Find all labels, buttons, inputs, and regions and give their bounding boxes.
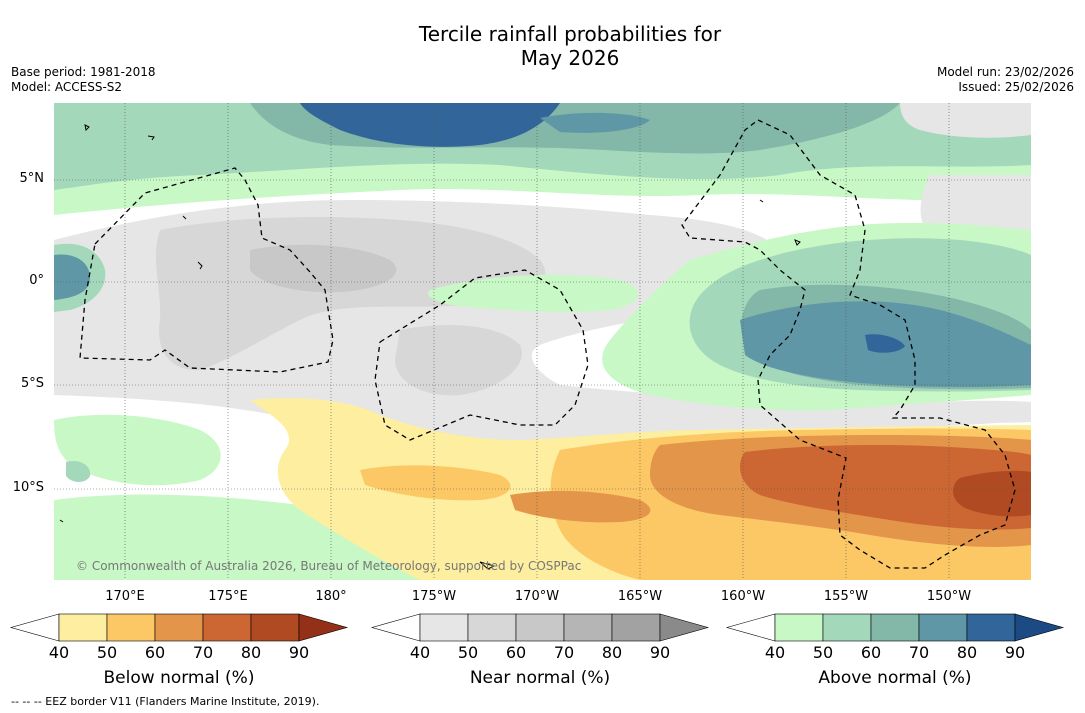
region-below-near-east: [900, 400, 1031, 423]
island-7: [59, 519, 64, 523]
base-period: Base period: 1981-2018: [11, 65, 156, 79]
colorbar-below-swatch-2: [106, 613, 156, 642]
island-3: [182, 215, 187, 220]
meta-left: Base period: 1981-2018 Model: ACCESS-S2: [11, 65, 156, 95]
lat-label-10s: 10°S: [12, 480, 44, 495]
colorbar-above-swatch-2: [822, 613, 872, 642]
colorbar-above-tick-40: 40: [764, 643, 786, 662]
eez-borders: [79, 119, 1016, 569]
region-above-70-north: [540, 112, 650, 133]
island-4: [197, 261, 203, 270]
colorbar-above-under-arrow: [725, 613, 776, 642]
colorbar-below-swatch-5: [250, 613, 300, 642]
colorbar-near-swatch-1: [419, 613, 469, 642]
lat-label-5n: 5°N: [19, 171, 45, 186]
lon-label-175e: 175°E: [208, 589, 248, 604]
region-below-70-south: [740, 444, 1031, 530]
model-run: Model run: 23/02/2026: [936, 65, 1074, 79]
region-near-50-east: [395, 325, 522, 396]
region-near-60-central: [250, 244, 397, 293]
colorbar-below-tick-80: 80: [240, 643, 262, 662]
island-outlines: [59, 124, 801, 570]
colorbar-near-tick-40: 40: [409, 643, 431, 662]
colorbar-below-tick-40: 40: [48, 643, 70, 662]
lat-label-5s: 5°S: [20, 376, 44, 391]
lon-label-175w: 175°W: [411, 589, 457, 604]
meta-right: Model run: 23/02/2026 Issued: 25/02/2026: [937, 65, 1074, 95]
lon-label-170w: 170°W: [514, 589, 560, 604]
colorbar-below-tick-90: 90: [288, 643, 310, 662]
colorbar-below-tick-50: 50: [96, 643, 118, 662]
region-below-80-south: [953, 470, 1031, 517]
region-above-southwest-3: [66, 460, 91, 482]
lon-label-165w: 165°W: [617, 589, 663, 604]
colorbar-below-tick-70: 70: [192, 643, 214, 662]
island-6: [479, 561, 496, 570]
colorbar-below-swatch-1: [58, 613, 108, 642]
colorbar-below-title: Below normal (%): [103, 668, 255, 688]
colorbar-below-over-arrow: [298, 613, 349, 642]
colorbar-near-swatch-4: [563, 613, 613, 642]
colorbar-above-tick-70: 70: [908, 643, 930, 662]
eez-legend-note: -- -- -- EEZ border V11 (Flanders Marine…: [11, 695, 320, 708]
island-8: [759, 199, 764, 203]
colorbar-near-tick-90: 90: [649, 643, 671, 662]
colorbar-above-swatch-1: [774, 613, 824, 642]
region-near-north-1: [900, 103, 1031, 138]
island-2: [147, 135, 155, 141]
lon-label-150w: 150°W: [926, 589, 972, 604]
colorbar-below-tick-60: 60: [144, 643, 166, 662]
region-above-mid-strip: [428, 274, 639, 313]
lon-label-180: 180°: [315, 589, 347, 604]
lon-label-170e: 170°E: [105, 589, 145, 604]
colorbar-above-over-arrow: [1014, 613, 1065, 642]
region-below-50-patch: [360, 465, 511, 501]
eez-border-kiribati-west: [79, 167, 334, 373]
lon-label-160w: 160°W: [720, 589, 766, 604]
colorbar-near-under-arrow: [370, 613, 421, 642]
colorbar-near-title: Near normal (%): [469, 668, 611, 688]
colorbar-below-swatch-3: [154, 613, 204, 642]
colorbar-above-tick-90: 90: [1004, 643, 1026, 662]
colorbar-near-swatch-5: [611, 613, 661, 642]
colorbar-below: [9, 613, 349, 642]
map-title: Tercile rainfall probabilities for May 2…: [0, 22, 1085, 70]
copyright-credit: © Commonwealth of Australia 2026, Bureau…: [76, 559, 582, 573]
colorbar-near-tick-50: 50: [457, 643, 479, 662]
map-area: [54, 103, 1031, 580]
region-above-80-east: [865, 334, 905, 353]
colorbar-above-tick-50: 50: [812, 643, 834, 662]
map-gridlines: [54, 103, 1031, 580]
colorbar-near-over-arrow: [659, 613, 710, 642]
title-line-2: May 2026: [520, 46, 620, 70]
lat-label-0: 0°: [29, 273, 44, 288]
colorbar-near-tick-80: 80: [601, 643, 623, 662]
colorbar-near-swatch-2: [467, 613, 517, 642]
colorbar-above-title: Above normal (%): [818, 668, 972, 688]
colorbar-above-swatch-5: [966, 613, 1016, 642]
region-above-southwest: [54, 414, 221, 486]
colorbar-near-tick-60: 60: [505, 643, 527, 662]
island-5: [794, 239, 801, 246]
colorbar-near: [370, 613, 710, 642]
title-line-1: Tercile rainfall probabilities for: [418, 22, 722, 46]
region-above-west-dark: [54, 254, 90, 300]
island-1: [84, 124, 90, 132]
colorbar-above-swatch-4: [918, 613, 968, 642]
colorbar-above-tick-80: 80: [956, 643, 978, 662]
region-below-60-patch: [510, 490, 651, 523]
colorbar-above-tick-60: 60: [860, 643, 882, 662]
colorbar-near-tick-70: 70: [553, 643, 575, 662]
issued-date: Issued: 25/02/2026: [958, 80, 1074, 94]
colorbar-above-swatch-3: [870, 613, 920, 642]
region-above-80-north: [300, 103, 560, 147]
colorbar-above: [725, 613, 1065, 642]
colorbar-near-swatch-3: [515, 613, 565, 642]
model-name: Model: ACCESS-S2: [11, 80, 123, 94]
colorbar-below-under-arrow: [9, 613, 60, 642]
eez-border-kiribati-east: [681, 119, 1016, 569]
lon-label-155w: 155°W: [823, 589, 869, 604]
colorbar-below-swatch-4: [202, 613, 252, 642]
